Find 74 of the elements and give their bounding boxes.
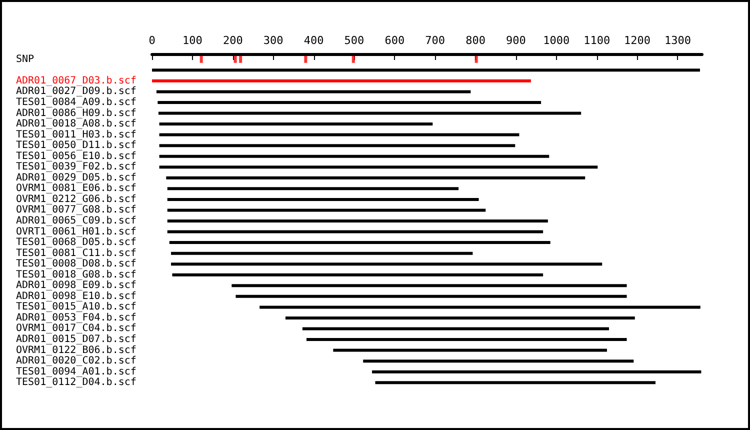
y-tick-label: TES01_0081_C11.b.scf (16, 248, 136, 259)
y-tick-label: ADR01_0020_C02.b.scf (16, 356, 136, 367)
y-tick-label: ADR01_0098_E09.b.scf (16, 280, 136, 292)
bar (375, 381, 656, 384)
bar (363, 360, 634, 363)
y-tick-label: TES01_0094_A01.b.scf (16, 366, 136, 378)
y-tick-label: TES01_0008_D08.b.scf (16, 258, 136, 270)
y-tick-label: TES01_0015_A10.b.scf (16, 302, 136, 313)
x-tick-label: 700 (425, 34, 446, 47)
y-tick-label: TES01_0056_E10.b.scf (16, 150, 136, 162)
bar (156, 90, 471, 94)
x-tick-label: 1300 (664, 34, 691, 47)
bar (171, 252, 473, 255)
x-tick-label: 0 (148, 34, 156, 47)
y-tick-label: TES01_0084_A09.b.scf (16, 96, 136, 108)
bar (167, 187, 459, 190)
y-tick-label: OVRM1_0081_E06.b.scf (16, 183, 136, 194)
bar (167, 220, 548, 222)
x-tick-label: 900 (506, 34, 526, 47)
y-tick-label: ADR01_0029_D05.b.scf (16, 172, 136, 184)
y-tick-label: OVRT1_0061_H01.b.scf (16, 226, 136, 238)
x-tick-label: 1000 (543, 34, 570, 47)
y-tick-label: OVRM1_0122_B06.b.scf (16, 344, 136, 356)
bar (152, 68, 700, 72)
bar (167, 208, 486, 212)
y-tick-label: ADR01_0086_H09.b.scf (16, 108, 136, 119)
y-tick-label: TES01_0050_D11.b.scf (16, 140, 136, 152)
bar (372, 370, 702, 374)
y-tick-label: ADR01_0015_D07.b.scf (16, 334, 136, 346)
bar (159, 154, 550, 158)
bar (152, 79, 531, 82)
x-tick-label: 100 (182, 34, 202, 47)
bar (171, 262, 602, 266)
y-tick-label: TES01_0011_H03.b.scf (16, 129, 136, 140)
y-tick-label: ADR01_0027_D09.b.scf (16, 86, 136, 98)
bar (158, 100, 542, 104)
bar (285, 316, 635, 320)
x-tick-label: 600 (384, 34, 405, 47)
y-tick-label: OVRM1_0212_G06.b.scf (16, 194, 136, 205)
bar (306, 338, 627, 342)
bar (159, 144, 516, 148)
bar (159, 166, 598, 169)
y-tick-label: TES01_0112_D04.b.scf (16, 377, 136, 388)
bar (167, 230, 544, 234)
y-tick-label: ADR01_0067_D03.b.scf (16, 75, 136, 86)
y-tick-label: ADR01_0053_F04.b.scf (16, 312, 136, 324)
x-tick-label: 500 (344, 34, 364, 47)
y-tick-label: SNP (16, 54, 34, 65)
y-tick-label: TES01_0018_G08.b.scf (16, 269, 136, 280)
bar (333, 348, 607, 352)
bar (236, 294, 627, 298)
y-tick-label: OVRM1_0077_G08.b.scf (16, 204, 136, 216)
bar (169, 241, 550, 244)
y-tick-label: ADR01_0018_A08.b.scf (16, 118, 136, 130)
x-tick-label: 200 (222, 34, 243, 47)
bar (260, 306, 700, 309)
bar (302, 327, 609, 330)
x-tick-label: 800 (466, 34, 486, 47)
bar (158, 112, 582, 115)
bar (172, 273, 544, 276)
x-tick-label: 1200 (624, 34, 651, 47)
x-tick-label: 400 (304, 34, 324, 47)
y-tick-label: TES01_0039_F02.b.scf (16, 162, 136, 173)
x-tick-label: 300 (263, 34, 284, 47)
bar (159, 122, 433, 126)
y-tick-label: OVRM1_0017_C04.b.scf (16, 323, 136, 334)
y-tick-label: TES01_0068_D05.b.scf (16, 237, 136, 248)
bar (159, 133, 520, 136)
y-tick-label: ADR01_0065_C09.b.scf (16, 216, 136, 226)
bar (232, 284, 627, 288)
bar (166, 176, 586, 180)
x-tick-label: 1100 (584, 34, 610, 47)
y-tick-label: ADR01_0098_E10.b.scf (16, 290, 136, 302)
bar (167, 198, 479, 201)
